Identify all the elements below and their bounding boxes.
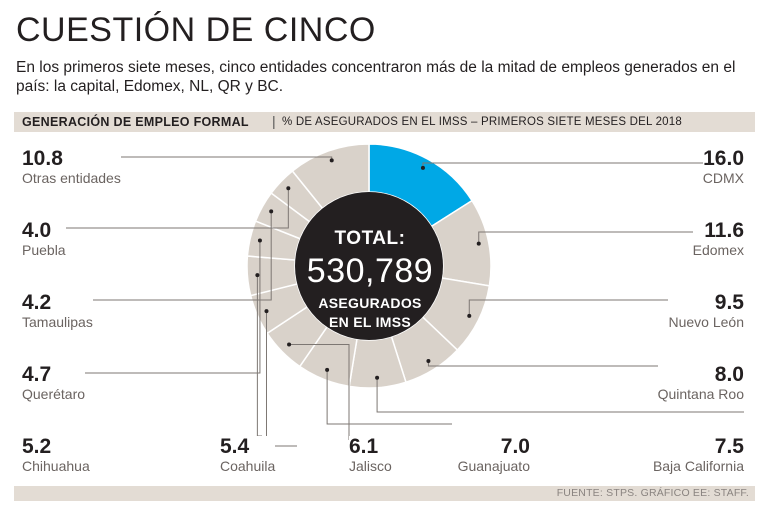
category-label: Baja California	[652, 458, 744, 474]
leader-line-puebla	[22, 188, 289, 229]
value-label: 4.0	[22, 219, 52, 242]
leader-line-edomex	[478, 231, 744, 244]
label-baja-california: 7.5 Baja California	[652, 435, 744, 474]
category-label: Otras entidades	[22, 170, 121, 186]
leader-line-queretaro	[22, 240, 261, 374]
value-label: 7.5	[714, 435, 744, 458]
leader-dot-puebla	[286, 186, 291, 191]
label-cdmx: 16.0 CDMX	[702, 147, 744, 186]
value-label: 5.2	[22, 435, 52, 458]
leader-dot-queretaro	[257, 238, 262, 243]
subtitle: En los primeros siete meses, cinco entid…	[16, 59, 736, 95]
total-value: 530,789	[306, 252, 434, 290]
leader-dot-chihuahua	[255, 273, 260, 278]
value-label: 9.5	[714, 291, 744, 314]
category-label: Guanajuato	[457, 458, 530, 474]
chart-title: GENERACIÓN DE EMPLEO FORMAL	[22, 115, 249, 129]
value-label: 11.6	[704, 219, 744, 242]
leader-line-nuevo-leon	[468, 299, 744, 316]
leader-dot-otras-entidades	[329, 158, 334, 163]
leader-dot-nuevo-leon	[467, 313, 472, 318]
label-tamaulipas: 4.2 Tamaulipas	[22, 292, 93, 329]
category-label: Quintana Roo	[657, 386, 744, 402]
leader-dot-tamaulipas	[269, 209, 274, 214]
leader-dot-coahuila	[264, 309, 269, 314]
label-nuevo-leon: 9.5 Nuevo León	[668, 292, 744, 329]
page-title: CUESTIÓN DE CINCO	[16, 11, 376, 49]
leader-line-jalisco	[289, 343, 350, 440]
value-label: 10.8	[22, 147, 63, 170]
category-label: Chihuahua	[22, 458, 90, 474]
total-unit-line2: EN EL IMSS	[328, 314, 412, 330]
leader-dot-edomex	[476, 241, 481, 246]
source-bar: FUENTE: STPS. GRÁFICO EE: STAFF.	[14, 486, 755, 501]
donut-hole	[295, 192, 443, 340]
leader-line-tamaulipas	[22, 211, 272, 301]
label-chihuahua: 5.2 Chihuahua	[22, 436, 90, 473]
value-label: 4.7	[22, 363, 52, 386]
category-label: Puebla	[22, 242, 66, 258]
category-label: Querétaro	[22, 386, 86, 402]
label-otras-entidades: 10.8 Otras entidades	[22, 148, 121, 185]
source-note: FUENTE: STPS. GRÁFICO EE: STAFF.	[556, 487, 749, 499]
leader-line-cdmx	[422, 162, 744, 168]
category-label: Coahuila	[220, 458, 276, 474]
value-label: 8.0	[714, 363, 744, 386]
label-guanajuato: 7.0 Guanajuato	[457, 435, 530, 474]
chart-header-bar: GENERACIÓN DE EMPLEO FORMAL | % DE ASEGU…	[14, 112, 755, 132]
leader-line-baja-california	[376, 377, 744, 413]
label-jalisco: 6.1 Jalisco	[349, 436, 392, 473]
value-label: 16.0	[703, 147, 744, 170]
category-label: Jalisco	[349, 458, 392, 474]
leader-dot-jalisco	[287, 342, 292, 347]
label-coahuila: 5.4 Coahuila	[220, 435, 276, 474]
label-queretaro: 4.7 Querétaro	[22, 363, 86, 402]
chart-subtitle: % DE ASEGURADOS EN EL IMSS – PRIMEROS SI…	[282, 116, 682, 128]
value-label: 5.4	[220, 435, 250, 458]
category-label: Edomex	[692, 242, 744, 258]
value-label: 6.1	[349, 435, 379, 458]
leader-dot-guanajuato	[325, 367, 330, 372]
donut-center: TOTAL: 530,789 ASEGURADOS EN EL IMSS	[290, 228, 450, 330]
value-label: 4.2	[22, 291, 52, 314]
value-label: 7.0	[500, 435, 530, 458]
leader-dot-baja-california	[375, 375, 380, 380]
category-label: CDMX	[702, 170, 744, 186]
leader-dot-cdmx	[420, 165, 425, 170]
category-label: Nuevo León	[668, 314, 744, 330]
leader-line-guanajuato	[326, 369, 452, 425]
category-label: Tamaulipas	[22, 314, 93, 330]
total-unit-line1: ASEGURADOS	[318, 295, 422, 311]
label-edomex: 11.6 Edomex	[692, 219, 744, 258]
label-quintana-roo: 8.0 Quintana Roo	[657, 363, 744, 402]
leader-dot-quintana-roo	[426, 358, 431, 363]
label-puebla: 4.0 Puebla	[22, 220, 66, 257]
header-separator: |	[272, 113, 276, 129]
total-label: TOTAL:	[334, 228, 406, 249]
